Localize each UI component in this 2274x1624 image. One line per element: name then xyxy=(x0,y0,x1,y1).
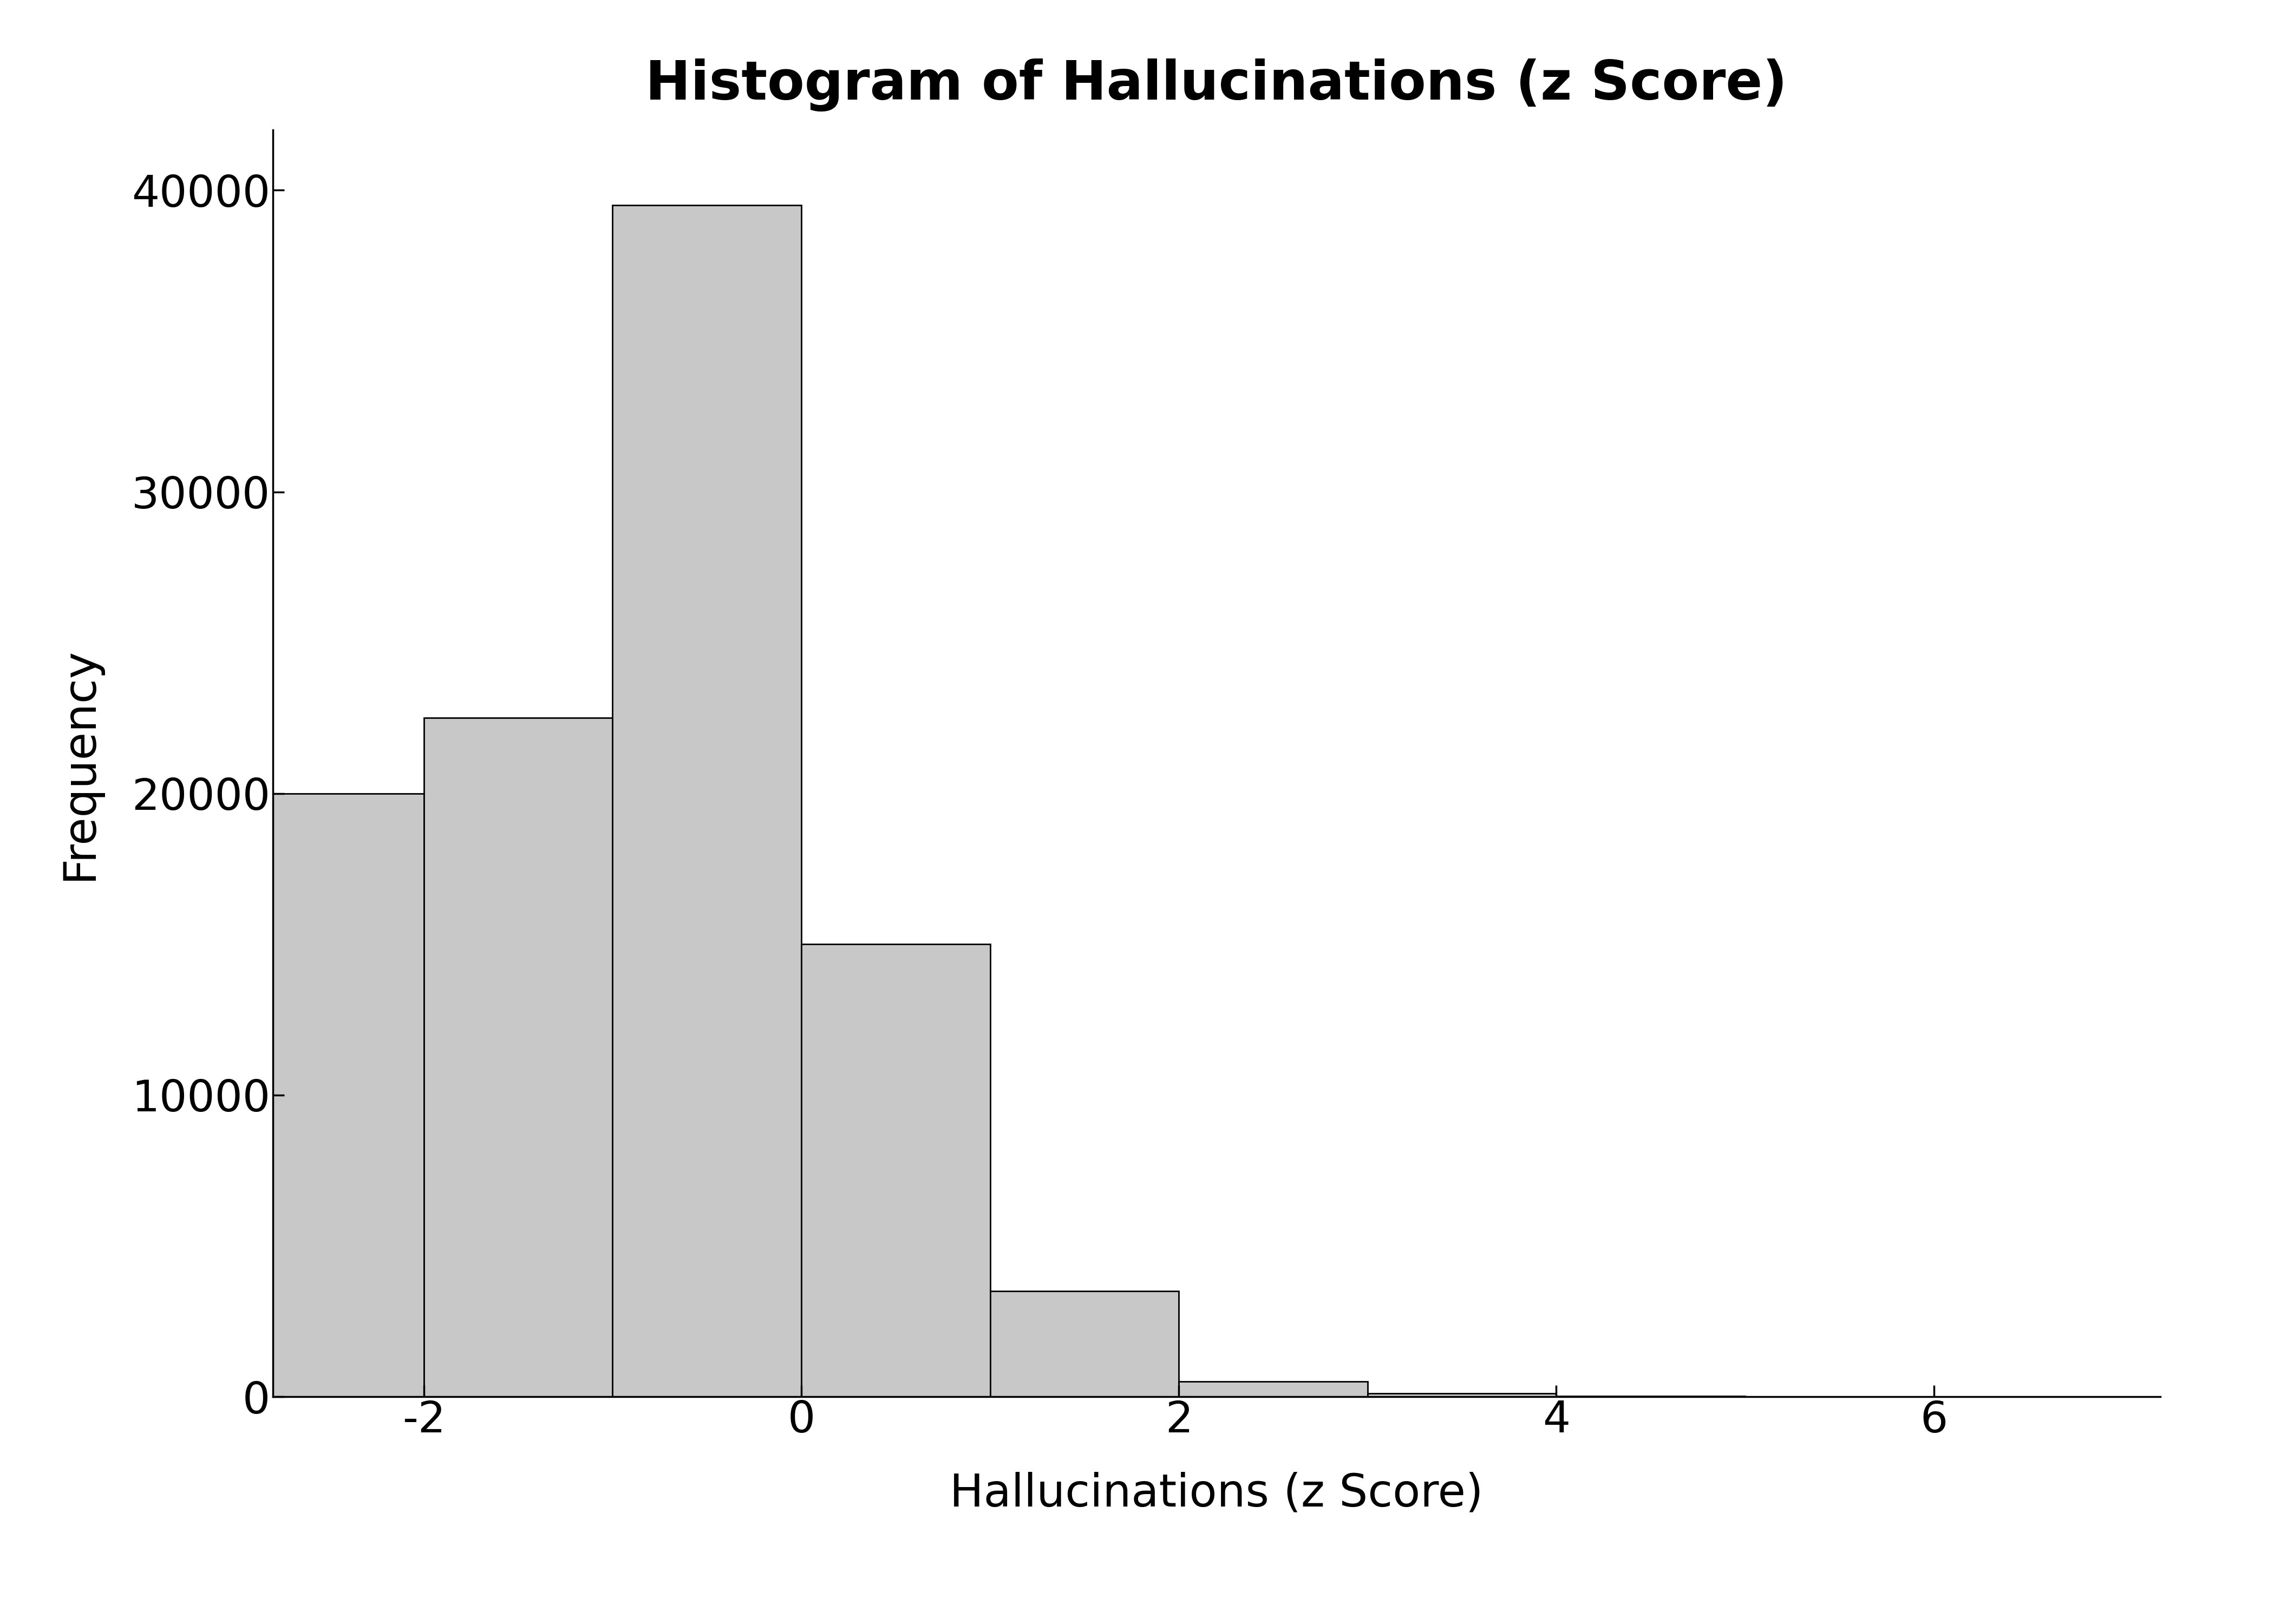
X-axis label: Hallucinations (z Score): Hallucinations (z Score) xyxy=(951,1471,1483,1515)
Bar xyxy=(423,718,612,1397)
Bar xyxy=(612,205,800,1397)
Bar xyxy=(1367,1393,1555,1397)
Bar xyxy=(234,794,423,1397)
Title: Histogram of Hallucinations (z Score): Histogram of Hallucinations (z Score) xyxy=(646,58,1787,112)
Y-axis label: Frequency: Frequency xyxy=(57,646,102,880)
Bar xyxy=(989,1291,1178,1397)
Bar xyxy=(800,944,989,1397)
Bar xyxy=(1178,1382,1367,1397)
